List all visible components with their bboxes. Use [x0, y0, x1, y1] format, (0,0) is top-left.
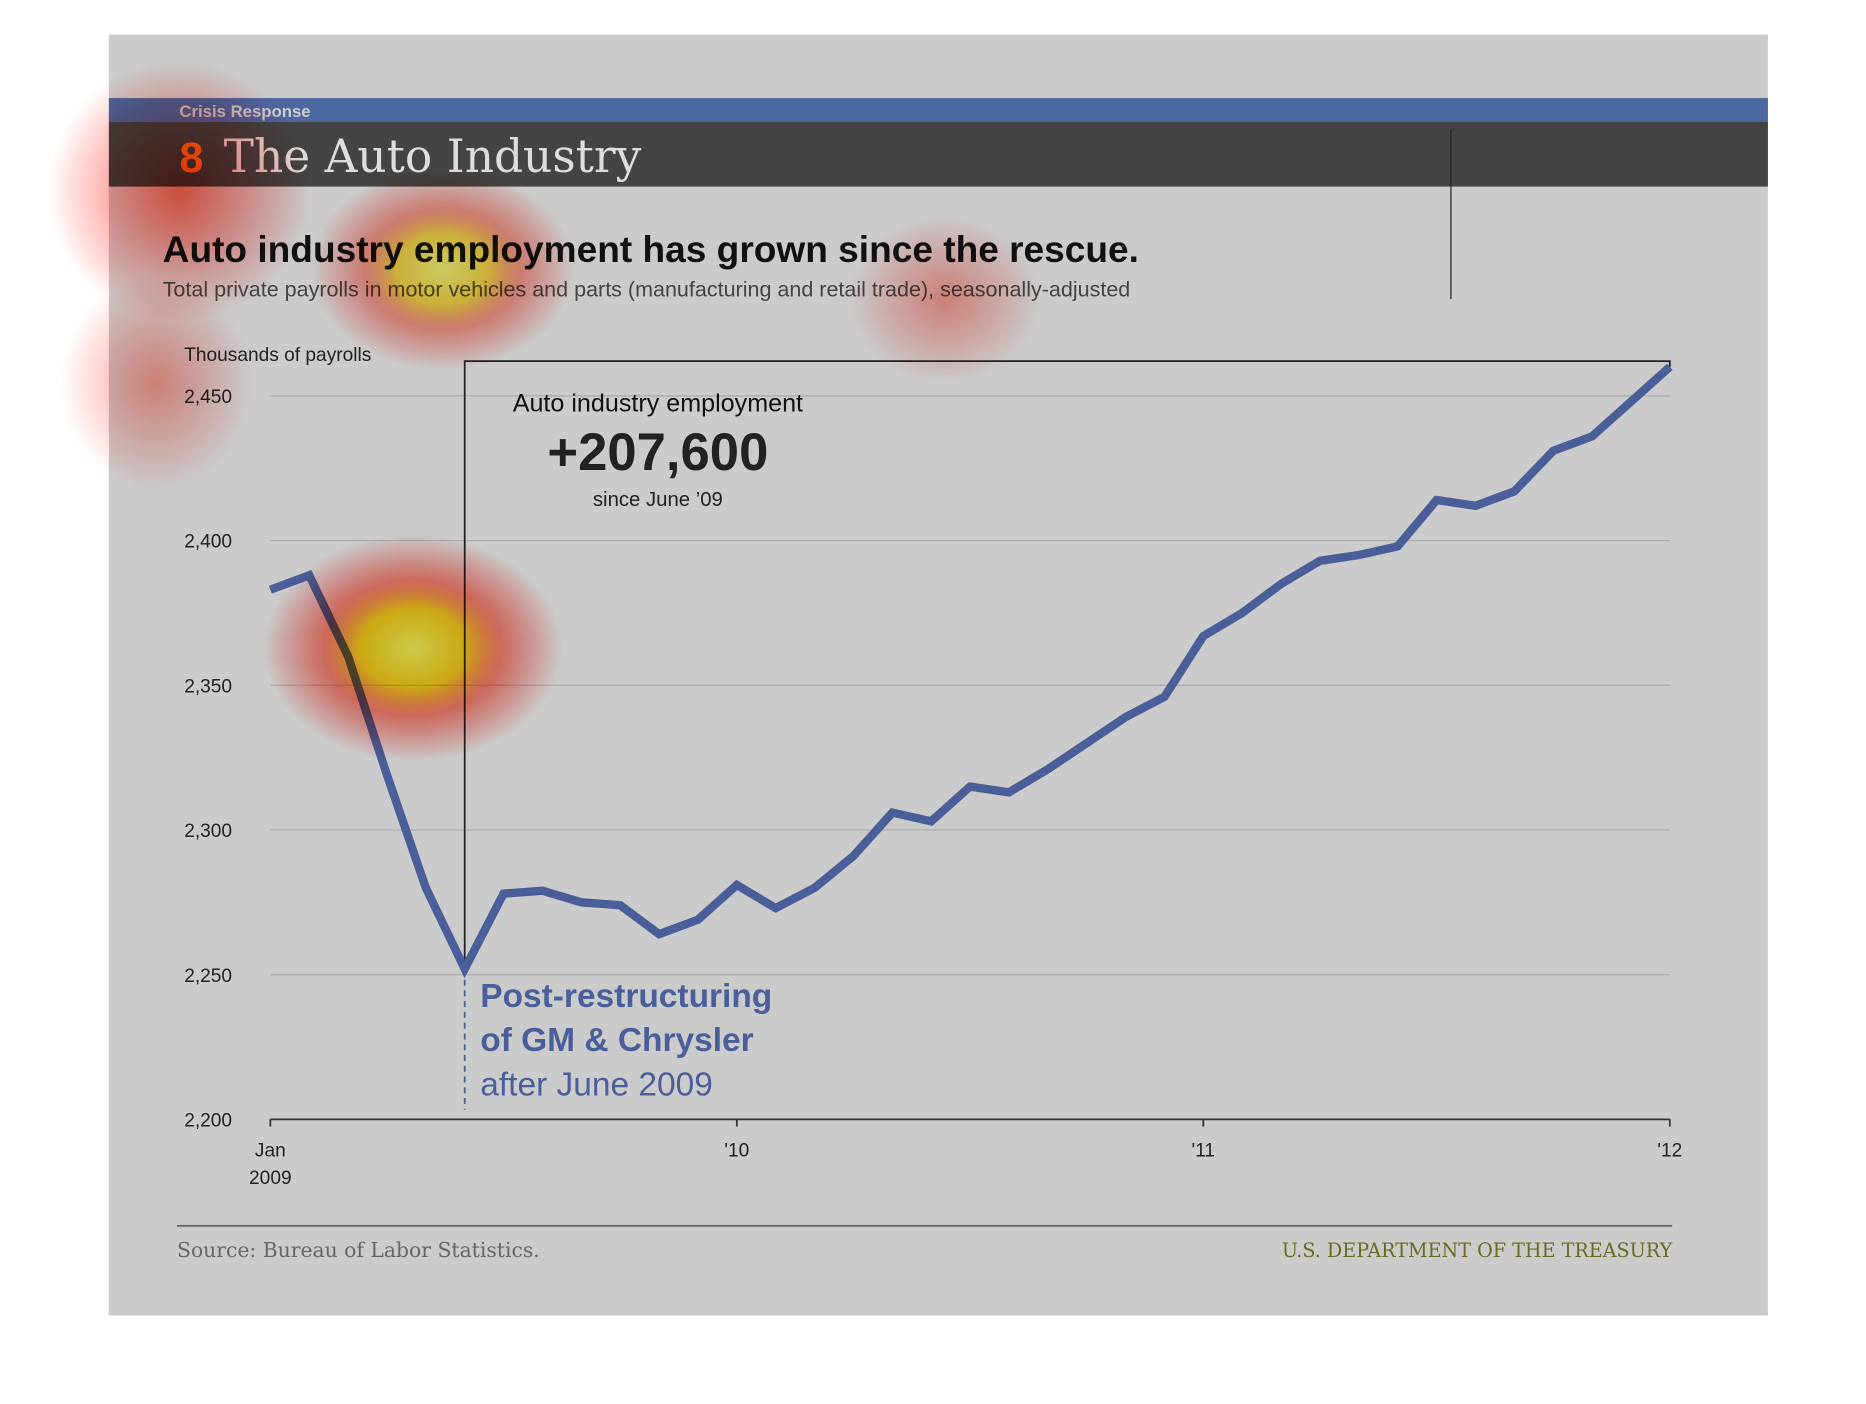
box-value: +207,600 [547, 423, 768, 482]
heat-spot [47, 59, 311, 323]
heat-spot [59, 275, 252, 491]
y-tick-label: 2,250 [184, 966, 232, 987]
data-line [268, 363, 1673, 979]
x-tick-label: '12 [1657, 1140, 1682, 1161]
section-bar [108, 98, 1768, 122]
y-tick-label: 2,300 [184, 821, 232, 842]
heat-spot [263, 534, 563, 762]
restructuring-note: Post-restructuring [480, 978, 772, 1015]
x-tick-label: '11 [1192, 1140, 1216, 1161]
restructuring-note: after June 2009 [480, 1066, 713, 1103]
agency: U.S. DEPARTMENT OF THE TREASURY [1282, 1239, 1673, 1262]
x-tick-label: Jan 2009 [249, 1140, 292, 1189]
box-title: Auto industry employment [513, 389, 803, 417]
restructuring-note: of GM & Chrysler [480, 1022, 753, 1059]
y-tick-label: 2,400 [184, 532, 232, 553]
title-bar [108, 121, 1768, 187]
heat-spot [849, 215, 1041, 383]
y-tick-label: 2,200 [184, 1111, 232, 1132]
x-tick-label: '10 [724, 1140, 749, 1161]
source: Source: Bureau of Labor Statistics. [177, 1238, 540, 1262]
box-note: since June ’09 [593, 489, 723, 511]
heatmap [47, 59, 1041, 762]
heat-spot [311, 167, 575, 371]
plot: 2,2002,2502,3002,3502,4002,450Jan2009'10… [184, 360, 1682, 1189]
y-tick-label: 2,350 [184, 676, 232, 697]
